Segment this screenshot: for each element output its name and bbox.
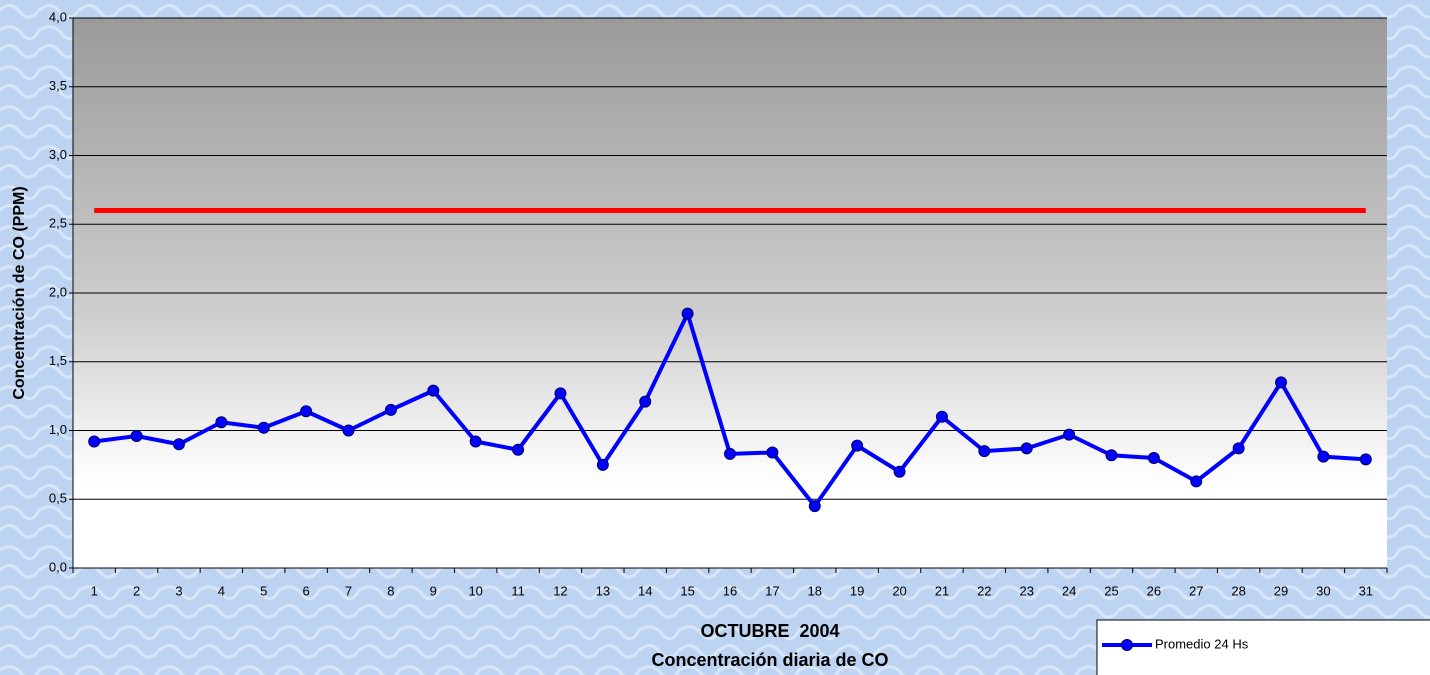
x-tick-label: 11 (511, 583, 525, 598)
x-tick-label: 22 (977, 583, 991, 598)
y-tick-label: 0,5 (49, 491, 67, 506)
point (258, 422, 269, 433)
point (173, 439, 184, 450)
legend-marker (1122, 640, 1133, 651)
y-tick-label: 2,0 (49, 284, 67, 299)
y-axis-title: Concentración de CO (PPM) (11, 186, 28, 399)
x-tick-label: 4 (218, 583, 225, 598)
point (1021, 443, 1032, 454)
x-tick-label: 28 (1231, 583, 1245, 598)
x-tick-label: 27 (1189, 583, 1203, 598)
point (1360, 454, 1371, 465)
point (1318, 451, 1329, 462)
point (513, 444, 524, 455)
point (809, 501, 820, 512)
x-tick-label: 10 (468, 583, 482, 598)
y-tick-label: 2,5 (49, 216, 67, 231)
x-tick-label: 2 (133, 583, 140, 598)
point (767, 447, 778, 458)
point (1064, 429, 1075, 440)
x-tick-label: 25 (1104, 583, 1118, 598)
x-tick-label: 8 (387, 583, 394, 598)
y-tick-label: 3,0 (49, 147, 67, 162)
point (852, 440, 863, 451)
point (597, 459, 608, 470)
point (1191, 476, 1202, 487)
y-tick-label: 1,5 (49, 353, 67, 368)
x-tick-label: 16 (723, 583, 737, 598)
y-tick-label: 3,5 (49, 78, 67, 93)
point (470, 436, 481, 447)
point (89, 436, 100, 447)
y-tick-label: 4,0 (49, 9, 67, 24)
point (936, 411, 947, 422)
point (343, 425, 354, 436)
x-tick-label: 24 (1062, 583, 1076, 598)
chart: Concentración de CO (PPM) OCTUBRE 2004 C… (0, 0, 1430, 675)
point (640, 396, 651, 407)
x-tick-label: 19 (850, 583, 864, 598)
x-tick-label: 9 (430, 583, 437, 598)
y-tick-label: 0,0 (49, 559, 67, 574)
point (894, 466, 905, 477)
point (1276, 377, 1287, 388)
x-tick-label: 26 (1147, 583, 1161, 598)
x-tick-label: 6 (303, 583, 310, 598)
chart-title: Concentración diaria de CO (651, 650, 888, 670)
x-tick-label: 20 (892, 583, 906, 598)
point (1148, 453, 1159, 464)
x-tick-label: 18 (808, 583, 822, 598)
x-tick-label: 29 (1274, 583, 1288, 598)
x-tick-label: 5 (260, 583, 267, 598)
page: Concentración de CO (PPM) OCTUBRE 2004 C… (0, 0, 1430, 675)
point (428, 385, 439, 396)
point (385, 404, 396, 415)
x-tick-label: 12 (553, 583, 567, 598)
x-tick-label: 7 (345, 583, 352, 598)
point (216, 417, 227, 428)
x-tick-label: 13 (596, 583, 610, 598)
legend (1097, 620, 1430, 675)
x-tick-label: 21 (935, 583, 949, 598)
point (979, 446, 990, 457)
y-tick-label: 1,0 (49, 422, 67, 437)
point (725, 448, 736, 459)
point (1106, 450, 1117, 461)
x-tick-label: 30 (1316, 583, 1330, 598)
point (131, 431, 142, 442)
x-tick-label: 14 (638, 583, 652, 598)
point (1233, 443, 1244, 454)
x-axis-title: OCTUBRE 2004 (700, 621, 839, 641)
x-tick-label: 31 (1359, 583, 1373, 598)
point (301, 406, 312, 417)
x-tick-label: 23 (1019, 583, 1033, 598)
x-tick-label: 15 (680, 583, 694, 598)
x-tick-label: 3 (175, 583, 182, 598)
x-tick-label: 1 (91, 583, 98, 598)
legend-label: Promedio 24 Hs (1155, 636, 1249, 651)
point (555, 388, 566, 399)
x-tick-label: 17 (765, 583, 779, 598)
point (682, 308, 693, 319)
